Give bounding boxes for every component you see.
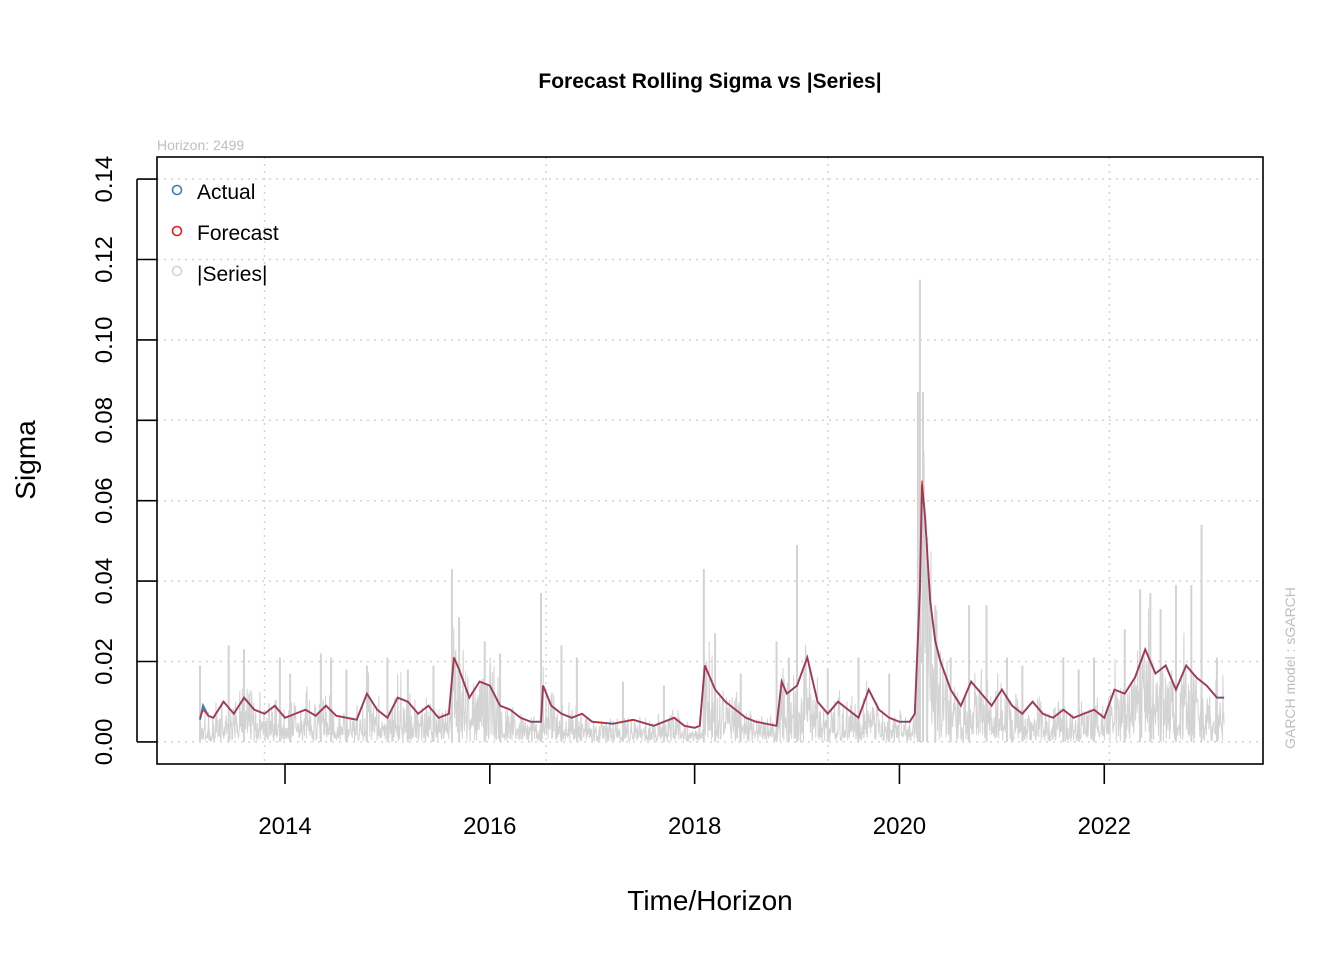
forecast-line [199, 480, 1225, 729]
legend-marker-actual [171, 184, 183, 196]
series-area [199, 279, 1225, 744]
legend-marker-series [171, 265, 183, 277]
grid [157, 157, 1263, 764]
y-tick-label-3: 0.06 [91, 477, 118, 524]
y-tick-label-1: 0.02 [91, 638, 118, 685]
y-tick-label-2: 0.04 [91, 558, 118, 605]
y-axis-title: Sigma [10, 420, 41, 500]
model-note: GARCH model : sGARCH [1282, 587, 1298, 749]
x-axis-title: Time/Horizon [627, 885, 792, 916]
horizon-label: Horizon: 2499 [157, 137, 244, 153]
y-axis: 0.00 0.02 0.04 0.06 0.08 0.10 0.12 0.14 [91, 156, 157, 765]
x-axis: 2014 2016 2018 2020 2022 [258, 763, 1131, 840]
plot-frame [156, 156, 1264, 765]
x-tick-label-2: 2018 [668, 813, 721, 840]
x-tick-label-3: 2020 [873, 813, 926, 840]
y-tick-label-0: 0.00 [91, 719, 118, 766]
x-tick-label-0: 2014 [258, 813, 311, 840]
legend-marker-forecast [171, 225, 183, 237]
y-tick-label-5: 0.10 [91, 317, 118, 364]
legend-label-series: |Series| [197, 263, 267, 286]
x-tick-label-4: 2022 [1078, 813, 1131, 840]
y-tick-label-4: 0.08 [91, 397, 118, 444]
legend-label-forecast: Forecast [197, 222, 279, 245]
y-tick-label-7: 0.14 [91, 156, 118, 203]
series-abs-line [199, 450, 1225, 744]
legend: Actual Forecast |Series| [171, 181, 279, 286]
chart-title: Forecast Rolling Sigma vs |Series| [538, 70, 881, 93]
y-tick-label-6: 0.12 [91, 236, 118, 283]
legend-label-actual: Actual [197, 181, 255, 204]
x-tick-label-1: 2016 [463, 813, 516, 840]
